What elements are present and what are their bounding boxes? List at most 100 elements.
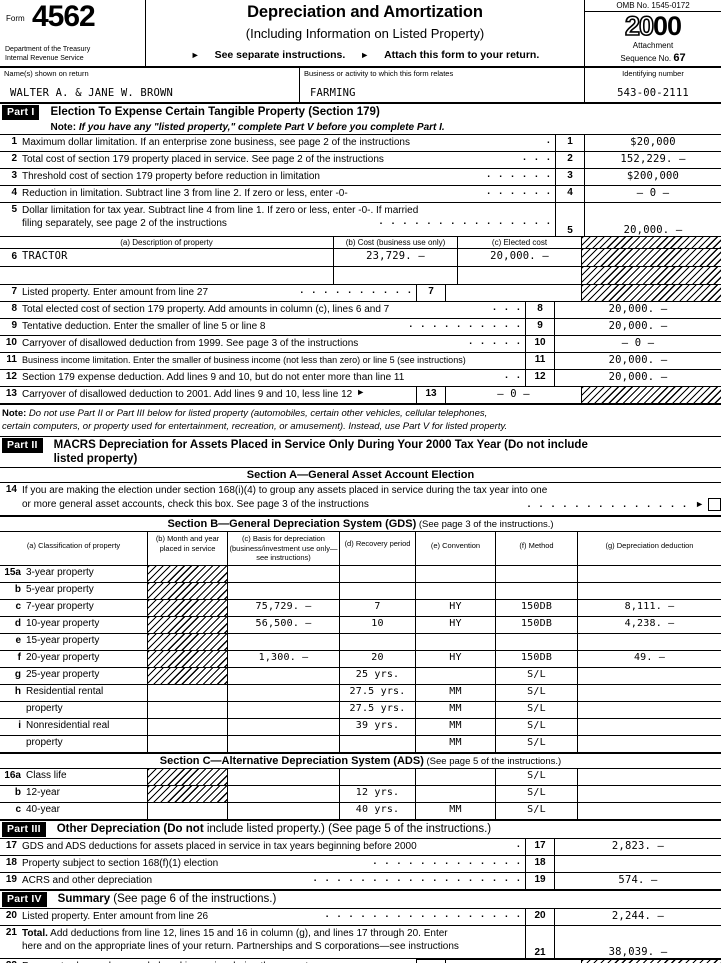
line-amount[interactable]: 38,039. – [608,945,668,958]
property-cost[interactable]: 23,729. – [334,248,458,266]
method-cell[interactable]: S/L [496,718,578,735]
basis-cell[interactable] [228,718,340,735]
basis-cell[interactable] [228,785,340,802]
month-year-cell[interactable] [148,684,228,701]
method-cell[interactable] [496,582,578,599]
deduction-cell[interactable] [578,803,721,819]
basis-cell[interactable] [228,768,340,785]
basis-cell[interactable]: 56,500. – [228,616,340,633]
deduction-cell[interactable] [578,786,721,802]
deduction-cell[interactable] [578,685,721,701]
recovery-period-cell[interactable]: 25 yrs. [340,667,416,684]
recovery-period-cell[interactable] [340,565,416,582]
deduction-cell[interactable] [578,566,721,582]
method-cell[interactable]: 150DB [496,650,578,667]
description-cell[interactable] [0,266,334,284]
line-amount[interactable]: – 0 – [636,186,670,199]
line-amount[interactable]: 2,823. – [611,839,665,852]
basis-cell[interactable]: 1,300. – [228,650,340,667]
identifying-number-cell[interactable]: Identifying number 543-00-2111 [585,68,721,102]
month-year-cell[interactable] [148,701,228,718]
deduction-cell[interactable] [578,736,721,752]
convention-cell[interactable]: HY [416,616,496,633]
line-amount[interactable] [446,284,582,301]
description-cell[interactable]: 6 TRACTOR [0,248,334,266]
method-cell[interactable]: 150DB [496,599,578,616]
line-amount[interactable]: 20,000. – [608,370,668,383]
month-year-cell[interactable] [148,718,228,735]
recovery-period-cell[interactable]: 27.5 yrs. [340,701,416,718]
convention-cell[interactable] [416,768,496,785]
basis-cell[interactable]: 75,729. – [228,599,340,616]
month-year-cell[interactable] [148,735,228,752]
line-amount[interactable]: 2,244. – [611,909,665,922]
convention-cell[interactable]: MM [416,735,496,752]
line-amount[interactable]: $20,000 [630,135,676,148]
basis-cell[interactable] [228,582,340,599]
line-amount[interactable]: 20,000. – [608,353,668,366]
deduction-cell[interactable] [578,668,721,684]
convention-cell[interactable] [416,565,496,582]
deduction-cell[interactable] [578,769,721,785]
method-cell[interactable]: S/L [496,785,578,802]
line-amount[interactable]: $200,000 [626,169,680,182]
convention-cell[interactable]: MM [416,802,496,819]
basis-cell[interactable] [228,633,340,650]
convention-cell[interactable] [416,633,496,650]
line-amount[interactable]: 574. – [618,873,658,886]
recovery-period-cell[interactable]: 40 yrs. [340,802,416,819]
recovery-period-cell[interactable] [340,633,416,650]
line-amount[interactable]: 20,000. – [608,302,668,315]
deduction-cell[interactable] [578,583,721,599]
method-cell[interactable]: 150DB [496,616,578,633]
recovery-period-cell[interactable] [340,735,416,752]
deduction-cell[interactable]: 49. – [633,651,666,663]
line-amount[interactable] [555,856,721,872]
recovery-period-cell[interactable] [340,582,416,599]
line-amount[interactable]: – 0 – [621,336,655,349]
method-cell[interactable] [496,633,578,650]
recovery-period-cell[interactable]: 27.5 yrs. [340,684,416,701]
basis-cell[interactable] [228,735,340,752]
month-year-cell[interactable] [148,802,228,819]
method-cell[interactable]: S/L [496,768,578,785]
method-cell[interactable]: S/L [496,667,578,684]
line-amount[interactable]: – 0 – [446,386,582,403]
line-amount[interactable] [446,958,582,963]
recovery-period-cell[interactable]: 10 [340,616,416,633]
basis-cell[interactable] [228,684,340,701]
recovery-period-cell[interactable]: 12 yrs. [340,785,416,802]
convention-cell[interactable]: HY [416,599,496,616]
convention-cell[interactable]: MM [416,701,496,718]
property-cost[interactable] [334,266,458,284]
taxpayer-name-cell[interactable]: Name(s) shown on return WALTER A. & JANE… [0,68,300,102]
deduction-cell[interactable]: 8,111. – [624,600,675,612]
convention-cell[interactable] [416,785,496,802]
recovery-period-cell[interactable] [340,768,416,785]
general-asset-account-checkbox[interactable] [708,498,721,512]
basis-cell[interactable] [228,802,340,819]
method-cell[interactable]: S/L [496,684,578,701]
deduction-cell[interactable] [578,634,721,650]
recovery-period-cell[interactable]: 7 [340,599,416,616]
method-cell[interactable]: S/L [496,735,578,752]
business-activity-cell[interactable]: Business or activity to which this form … [300,68,585,102]
deduction-cell[interactable] [578,702,721,718]
basis-cell[interactable] [228,667,340,684]
convention-cell[interactable] [416,667,496,684]
line-amount[interactable]: 20,000. – [623,223,683,236]
convention-cell[interactable]: MM [416,684,496,701]
line-amount[interactable]: 152,229. – [620,152,686,165]
recovery-period-cell[interactable]: 20 [340,650,416,667]
recovery-period-cell[interactable]: 39 yrs. [340,718,416,735]
basis-cell[interactable] [228,565,340,582]
deduction-cell[interactable] [578,719,721,735]
deduction-cell[interactable]: 4,238. – [624,617,675,629]
method-cell[interactable]: S/L [496,701,578,718]
method-cell[interactable] [496,565,578,582]
property-elected-cost[interactable] [458,266,582,284]
property-elected-cost[interactable]: 20,000. – [458,248,582,266]
line-amount[interactable]: 20,000. – [608,319,668,332]
convention-cell[interactable]: MM [416,718,496,735]
method-cell[interactable]: S/L [496,802,578,819]
